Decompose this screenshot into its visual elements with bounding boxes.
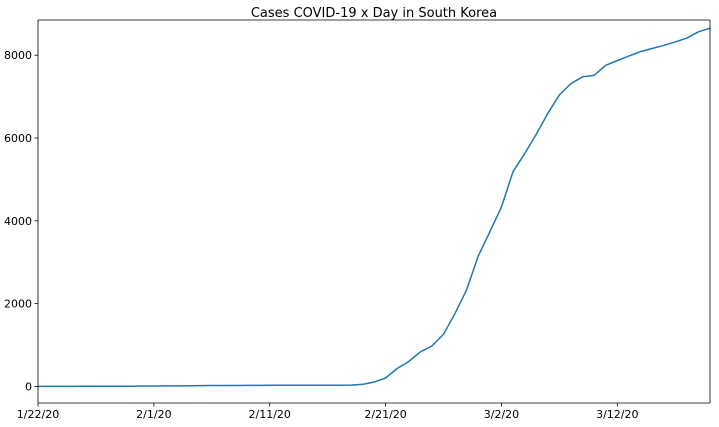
x-tick-label: 2/1/20 [136, 408, 171, 421]
y-tick-label: 4000 [4, 215, 32, 228]
chart-title: Cases COVID-19 x Day in South Korea [251, 6, 497, 21]
plot-area [37, 27, 711, 388]
x-tick-label: 2/11/20 [249, 408, 291, 421]
x-tick-label: 3/2/20 [484, 408, 519, 421]
x-tick-label: 3/12/20 [596, 408, 638, 421]
y-tick-label: 0 [25, 380, 32, 393]
y-axis-ticks: 0 2000 4000 6000 8000 [4, 49, 38, 393]
axes-frame [37, 19, 711, 404]
y-tick-label: 6000 [4, 132, 32, 145]
x-axis-ticks: 1/22/20 2/1/20 2/11/20 2/21/20 3/2/20 3/12/20 [17, 403, 639, 421]
x-tick-label: 2/21/20 [364, 408, 406, 421]
x-tick-label: 1/22/20 [17, 408, 59, 421]
series-line [37, 27, 711, 388]
y-tick-label: 8000 [4, 49, 32, 62]
y-tick-label: 2000 [4, 298, 32, 311]
